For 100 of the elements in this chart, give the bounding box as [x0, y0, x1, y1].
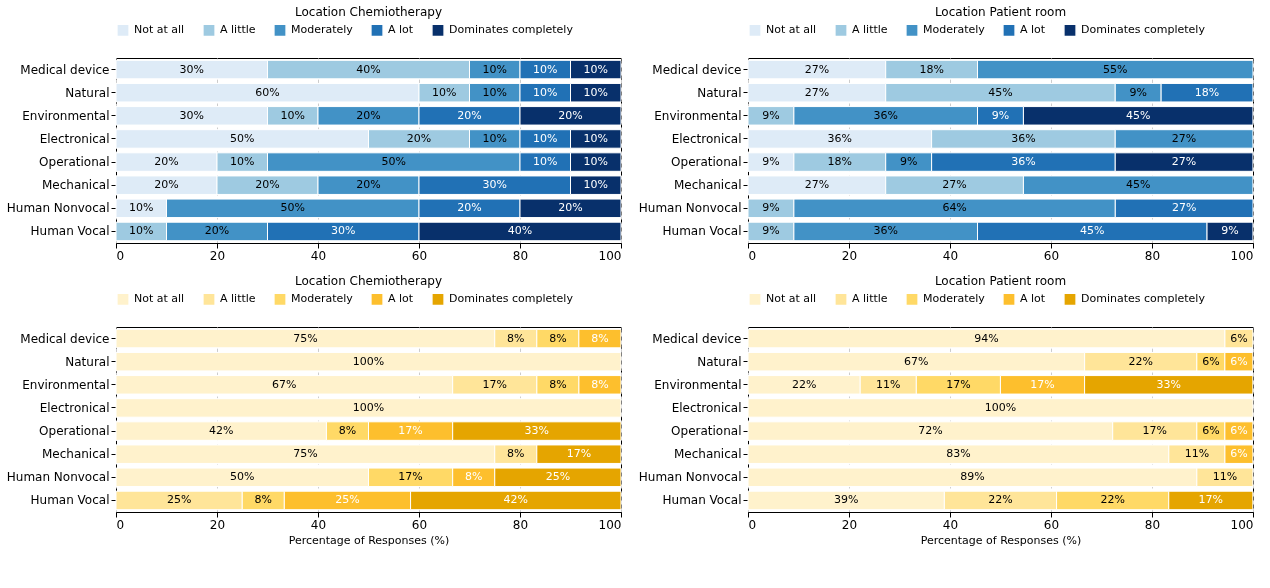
- data-label: 64%: [942, 201, 967, 215]
- y-tick-label: Environmental: [654, 108, 742, 123]
- x-tick-label: 20: [841, 248, 858, 263]
- data-label: 8%: [591, 331, 609, 345]
- data-label: 17%: [1142, 424, 1167, 438]
- data-label: 10%: [583, 155, 608, 169]
- data-label: 55%: [1103, 62, 1128, 76]
- x-axis-title: Percentage of Responses (%): [920, 533, 1082, 547]
- data-label: 10%: [432, 85, 457, 99]
- data-label: 17%: [1030, 377, 1055, 391]
- data-label: 20%: [457, 201, 482, 215]
- data-label: 17%: [1198, 493, 1224, 507]
- data-label: 9%: [1129, 85, 1147, 99]
- x-tick-label: 40: [310, 517, 327, 532]
- data-label: 27%: [942, 178, 967, 192]
- data-label: 27%: [1171, 201, 1197, 215]
- data-label: 27%: [1171, 155, 1197, 169]
- x-tick-label: 0: [748, 517, 757, 532]
- legend-label: Not at all: [766, 292, 817, 306]
- y-tick-label: Medical device: [20, 62, 110, 77]
- data-label: 72%: [918, 424, 943, 438]
- data-label: 6%: [1202, 424, 1220, 438]
- data-label: 36%: [873, 108, 898, 122]
- x-tick-label: 20: [209, 248, 226, 263]
- data-label: 67%: [272, 377, 297, 391]
- data-label: 20%: [204, 224, 230, 238]
- data-label: 11%: [1184, 447, 1210, 461]
- y-tick-label: Mechanical: [41, 178, 110, 193]
- legend-label: Dominates completely: [1081, 23, 1206, 37]
- data-label: 8%: [464, 470, 483, 484]
- data-label: 20%: [154, 178, 179, 192]
- data-label: 36%: [827, 131, 853, 145]
- data-label: 22%: [791, 377, 817, 391]
- data-label: 17%: [398, 470, 423, 484]
- y-tick-label: Medical device: [652, 62, 742, 77]
- x-axis-title: Percentage of Responses (%): [288, 533, 450, 547]
- data-label: 10%: [583, 62, 608, 76]
- y-tick-label: Human Vocal: [30, 224, 110, 239]
- data-label: 20%: [406, 131, 432, 145]
- data-label: 100%: [352, 400, 385, 414]
- x-tick-label: 60: [1043, 517, 1060, 532]
- data-label: 25%: [335, 493, 360, 507]
- data-label: 9%: [762, 224, 780, 238]
- legend-label: A lot: [1020, 292, 1046, 306]
- y-tick-label: Natural: [697, 85, 742, 100]
- y-tick-label: Human Vocal: [30, 493, 110, 508]
- data-label: 100%: [984, 400, 1017, 414]
- data-label: 50%: [230, 470, 255, 484]
- data-label: 36%: [1011, 155, 1036, 169]
- legend-label: A little: [220, 23, 256, 37]
- y-tick-label: Natural: [697, 354, 742, 369]
- data-label: 20%: [558, 108, 583, 122]
- legend-label: Dominates completely: [449, 292, 574, 306]
- data-label: 10%: [280, 108, 305, 122]
- data-label: 18%: [827, 155, 853, 169]
- data-label: 30%: [179, 108, 204, 122]
- y-tick-label: Human Nonvocal: [6, 201, 110, 216]
- y-tick-label: Mechanical: [673, 178, 742, 193]
- chart-title: Location Chemiotherapy: [295, 5, 442, 19]
- data-label: 27%: [804, 62, 830, 76]
- data-label: 10%: [482, 62, 507, 76]
- x-tick-label: 0: [116, 248, 125, 263]
- y-tick-label: Environmental: [22, 377, 110, 392]
- y-tick-label: Operational: [671, 155, 742, 170]
- data-label: 75%: [293, 447, 318, 461]
- data-label: 75%: [293, 331, 318, 345]
- x-tick-label: 40: [310, 248, 327, 263]
- data-label: 10%: [129, 224, 154, 238]
- y-tick-label: Mechanical: [673, 447, 742, 462]
- x-tick-label: 40: [942, 248, 959, 263]
- data-label: 20%: [457, 108, 482, 122]
- data-label: 10%: [533, 131, 558, 145]
- y-tick-label: Electronical: [39, 131, 110, 146]
- data-label: 17%: [566, 447, 592, 461]
- data-label: 10%: [533, 85, 558, 99]
- data-label: 22%: [1128, 354, 1153, 368]
- y-tick-label: Operational: [39, 155, 110, 170]
- x-tick-label: 100: [1230, 248, 1254, 263]
- data-label: 17%: [482, 377, 507, 391]
- data-label: 6%: [1230, 331, 1248, 345]
- data-label: 50%: [230, 131, 255, 145]
- y-tick-label: Mechanical: [41, 447, 110, 462]
- data-label: 27%: [1171, 131, 1197, 145]
- data-label: 9%: [991, 108, 1010, 122]
- legend-label: A lot: [388, 292, 414, 306]
- data-label: 6%: [1230, 447, 1248, 461]
- legend-label: A little: [852, 292, 888, 306]
- x-tick-label: 20: [209, 517, 226, 532]
- legend-label: Moderately: [923, 23, 986, 37]
- y-tick-label: Medical device: [20, 331, 110, 346]
- data-label: 36%: [873, 224, 898, 238]
- x-tick-label: 80: [1144, 248, 1161, 263]
- data-label: 20%: [558, 201, 583, 215]
- data-label: 8%: [507, 331, 525, 345]
- data-label: 10%: [583, 178, 608, 192]
- chart-title: Location Patient room: [934, 5, 1067, 19]
- data-label: 17%: [946, 377, 971, 391]
- data-label: 9%: [762, 108, 780, 122]
- data-label: 6%: [1202, 354, 1220, 368]
- x-tick-label: 20: [841, 517, 858, 532]
